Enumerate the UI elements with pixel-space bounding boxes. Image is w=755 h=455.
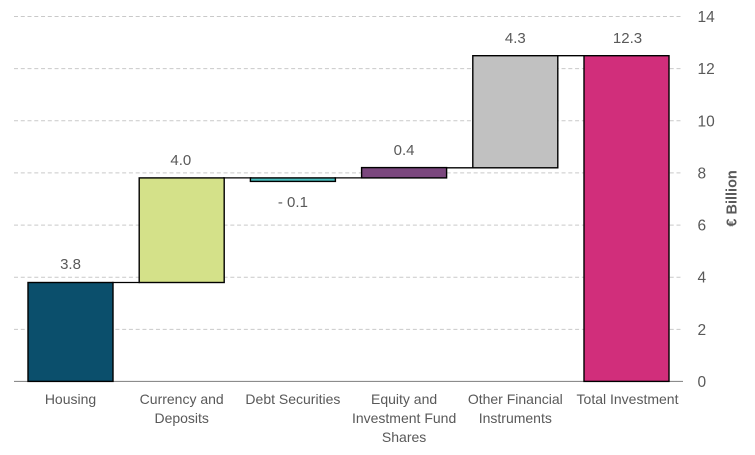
svg-text:0.4: 0.4 xyxy=(394,142,415,159)
svg-text:Investment Fund: Investment Fund xyxy=(352,410,456,426)
svg-text:Instruments: Instruments xyxy=(479,410,552,426)
svg-text:12: 12 xyxy=(698,61,715,78)
svg-text:Equity and: Equity and xyxy=(371,391,437,407)
svg-text:3.8: 3.8 xyxy=(60,256,81,273)
svg-text:4: 4 xyxy=(698,270,707,287)
svg-text:14: 14 xyxy=(698,9,716,26)
svg-text:Total Investment: Total Investment xyxy=(577,391,679,407)
svg-text:10: 10 xyxy=(698,113,716,130)
svg-text:12.3: 12.3 xyxy=(613,30,642,47)
svg-text:€ Billion: € Billion xyxy=(724,170,740,226)
svg-text:0: 0 xyxy=(698,374,707,391)
svg-text:Currency and: Currency and xyxy=(140,391,224,407)
svg-text:6: 6 xyxy=(698,218,707,235)
svg-text:4.0: 4.0 xyxy=(170,152,191,169)
svg-text:8: 8 xyxy=(698,165,707,182)
svg-text:Deposits: Deposits xyxy=(154,410,208,426)
svg-text:Shares: Shares xyxy=(382,429,426,445)
svg-text:4.3: 4.3 xyxy=(505,30,526,47)
svg-text:Housing: Housing xyxy=(45,391,96,407)
svg-text:Other Financial: Other Financial xyxy=(468,391,563,407)
svg-text:2: 2 xyxy=(698,322,707,339)
svg-text:- 0.1: - 0.1 xyxy=(278,194,308,211)
svg-text:Debt Securities: Debt Securities xyxy=(245,391,340,407)
